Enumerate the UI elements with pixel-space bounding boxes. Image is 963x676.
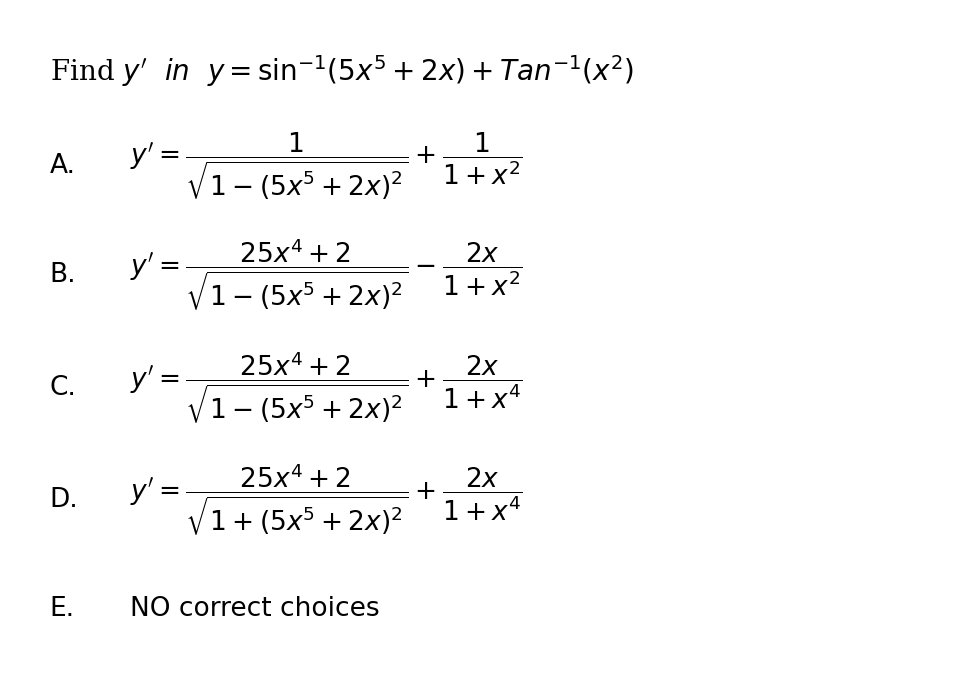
Text: $y' = \dfrac{25x^4+2}{\sqrt{1-(5x^5+2x)^2}} - \dfrac{2x}{1+x^2}$: $y' = \dfrac{25x^4+2}{\sqrt{1-(5x^5+2x)^… bbox=[130, 237, 523, 313]
Text: $y' = \dfrac{25x^4+2}{\sqrt{1+(5x^5+2x)^2}} + \dfrac{2x}{1+x^4}$: $y' = \dfrac{25x^4+2}{\sqrt{1+(5x^5+2x)^… bbox=[130, 462, 523, 538]
Text: E.: E. bbox=[50, 596, 75, 623]
Text: B.: B. bbox=[50, 262, 76, 288]
Text: C.: C. bbox=[50, 375, 76, 401]
Text: Find $y'$  $\mathit{in}$  $y = \sin^{-1}\!\left(5x^5 + 2x\right) + Tan^{-1}\left: Find $y'$ $\mathit{in}$ $y = \sin^{-1}\!… bbox=[50, 53, 634, 89]
Text: $y' = \dfrac{25x^4+2}{\sqrt{1-(5x^5+2x)^2}} + \dfrac{2x}{1+x^4}$: $y' = \dfrac{25x^4+2}{\sqrt{1-(5x^5+2x)^… bbox=[130, 349, 523, 426]
Text: A.: A. bbox=[50, 153, 76, 179]
Text: NO correct choices: NO correct choices bbox=[130, 596, 380, 623]
Text: D.: D. bbox=[50, 487, 78, 513]
Text: $y' = \dfrac{1}{\sqrt{1-(5x^5+2x)^2}} + \dfrac{1}{1+x^2}$: $y' = \dfrac{1}{\sqrt{1-(5x^5+2x)^2}} + … bbox=[130, 130, 523, 201]
